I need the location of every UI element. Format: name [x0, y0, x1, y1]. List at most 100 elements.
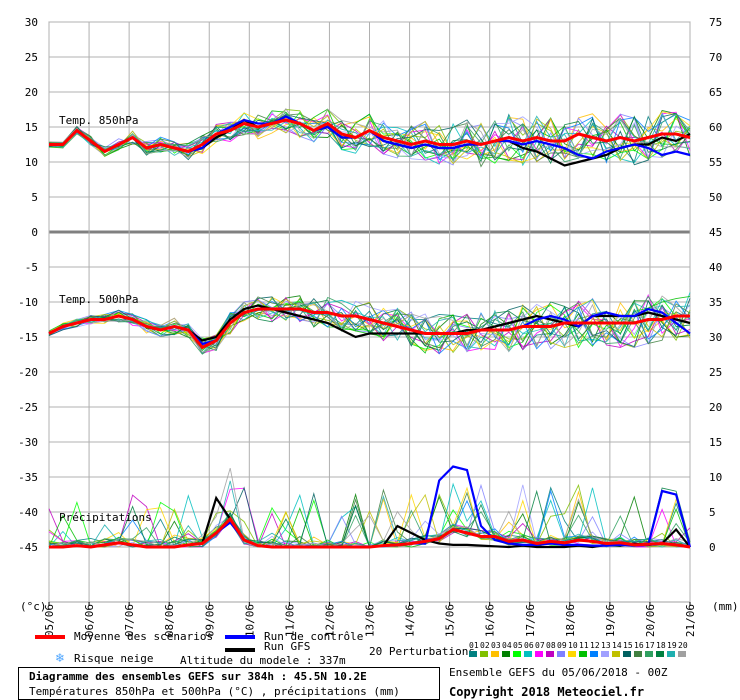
perturbation-number: 17	[645, 641, 655, 650]
perturbation-line	[48, 107, 691, 160]
perturbation-number: 10	[568, 641, 578, 650]
x-date-label: 19/06	[604, 604, 617, 637]
panel-label-500: Temp. 500hPa	[59, 293, 138, 306]
panel-label-precip: Précipitations	[59, 511, 152, 524]
perturbation-number: 11	[579, 641, 589, 650]
perturbation-number: 16	[634, 641, 644, 650]
footer-subtitle: Températures 850hPa et 500hPa (°C) , pré…	[29, 685, 400, 698]
legend-gfs-swatch	[225, 648, 255, 652]
snowflake-icon: ❄	[55, 651, 66, 665]
perturbation-number: 02	[480, 641, 490, 650]
perturbation-number: 07	[535, 641, 545, 650]
x-date-label: 14/06	[404, 604, 417, 637]
x-date-label: 10/06	[243, 604, 256, 637]
perturbation-line	[48, 298, 691, 354]
left-tick-label: 10	[25, 156, 38, 169]
right-precip-tick-label: 5	[709, 506, 716, 519]
perturbation-number: 13	[601, 641, 611, 650]
legend-gfs-label: Run GFS	[264, 640, 311, 653]
right-tick-label: 65	[709, 86, 722, 99]
left-tick-label: -25	[18, 401, 38, 414]
x-date-label: 07/06	[123, 604, 136, 637]
right-precip-tick-label: 15	[709, 436, 722, 449]
perturbation-swatch	[513, 651, 521, 657]
right-tick-label: 70	[709, 51, 722, 64]
main-series-lines	[48, 115, 692, 549]
perturbation-swatch	[535, 651, 543, 657]
x-date-label: 06/06	[83, 604, 96, 637]
perturbation-number: 19	[667, 641, 677, 650]
perturbation-swatch	[568, 651, 576, 657]
perturbation-number: 05	[513, 641, 523, 650]
x-date-label: 09/06	[203, 604, 216, 637]
perturbation-number: 14	[612, 641, 622, 650]
perturbation-swatch	[678, 651, 686, 657]
series-line-t850	[49, 118, 691, 154]
left-tick-label: -10	[18, 296, 38, 309]
x-date-label: 05/06	[43, 604, 56, 637]
perturbation-line	[48, 115, 691, 165]
perturbation-swatch	[557, 651, 565, 657]
perturbation-number: 01	[469, 641, 479, 650]
left-tick-label: 15	[25, 121, 38, 134]
x-date-label: 17/06	[524, 604, 537, 637]
right-precip-tick-label: 10	[709, 471, 722, 484]
perturbation-swatch	[656, 651, 664, 657]
left-tick-label: 30	[25, 16, 38, 29]
perturbation-line	[48, 296, 691, 355]
x-date-label: 11/06	[283, 604, 296, 637]
left-tick-label: -20	[18, 366, 38, 379]
perturbation-swatch	[667, 651, 675, 657]
perturbation-swatch	[480, 651, 488, 657]
perturbation-line	[48, 467, 691, 548]
perturbation-swatch	[645, 651, 653, 657]
right-precip-tick-label: 0	[709, 541, 716, 554]
perturbation-number: 06	[524, 641, 534, 650]
left-tick-label: 5	[31, 191, 38, 204]
x-date-label: 15/06	[444, 604, 457, 637]
perturbation-number: 20	[678, 641, 688, 650]
perturbation-line	[48, 115, 691, 165]
right-tick-label: 50	[709, 191, 722, 204]
legend-mean-swatch	[35, 635, 65, 639]
right-tick-label: 60	[709, 121, 722, 134]
perturbation-swatch	[469, 651, 477, 657]
panel-label-850: Temp. 850hPa	[59, 114, 138, 127]
footer-title: Diagramme des ensembles GEFS sur 384h : …	[29, 670, 367, 683]
right-tick-label: 40	[709, 261, 722, 274]
footer-title-box	[18, 667, 440, 700]
perturbation-line	[49, 112, 691, 166]
right-unit-label: (mm)	[712, 600, 739, 613]
perturbation-swatch	[502, 651, 510, 657]
x-date-label: 20/06	[644, 604, 657, 637]
left-tick-label: 0	[31, 226, 38, 239]
perturbation-number: 12	[590, 641, 600, 650]
perturbation-swatch	[612, 651, 620, 657]
x-date-label: 08/06	[163, 604, 176, 637]
x-date-label: 18/06	[564, 604, 577, 637]
series-line-precip	[49, 516, 691, 549]
series-line-t500	[48, 307, 690, 350]
perturbation-number: 08	[546, 641, 556, 650]
perturbation-swatch	[579, 651, 587, 657]
axis-ticks: 302520151050-5-10-15-20-25-30-35-40-4575…	[18, 16, 722, 637]
left-tick-label: -40	[18, 506, 38, 519]
perturbation-swatch	[524, 651, 532, 657]
perturbation-number: 03	[491, 641, 501, 650]
perturbation-swatch	[546, 651, 554, 657]
right-tick-label: 55	[709, 156, 722, 169]
chart-grid	[48, 21, 691, 606]
left-tick-label: -35	[18, 471, 38, 484]
footer-run-info: Ensemble GEFS du 05/06/2018 - 00Z	[449, 666, 668, 679]
legend-control-label: Run de contrôle	[264, 630, 364, 643]
x-date-label: 13/06	[364, 604, 377, 637]
perturbation-swatch	[601, 651, 609, 657]
perturbation-number: 18	[656, 641, 666, 650]
perturbation-number: 15	[623, 641, 633, 650]
left-unit-label: (°c)	[20, 600, 47, 613]
perturbation-swatch	[623, 651, 631, 657]
perturbation-swatch	[491, 651, 499, 657]
right-tick-label: 25	[709, 366, 722, 379]
legend-snow-label: Risque neige	[74, 652, 154, 665]
perturbation-line	[48, 114, 691, 164]
